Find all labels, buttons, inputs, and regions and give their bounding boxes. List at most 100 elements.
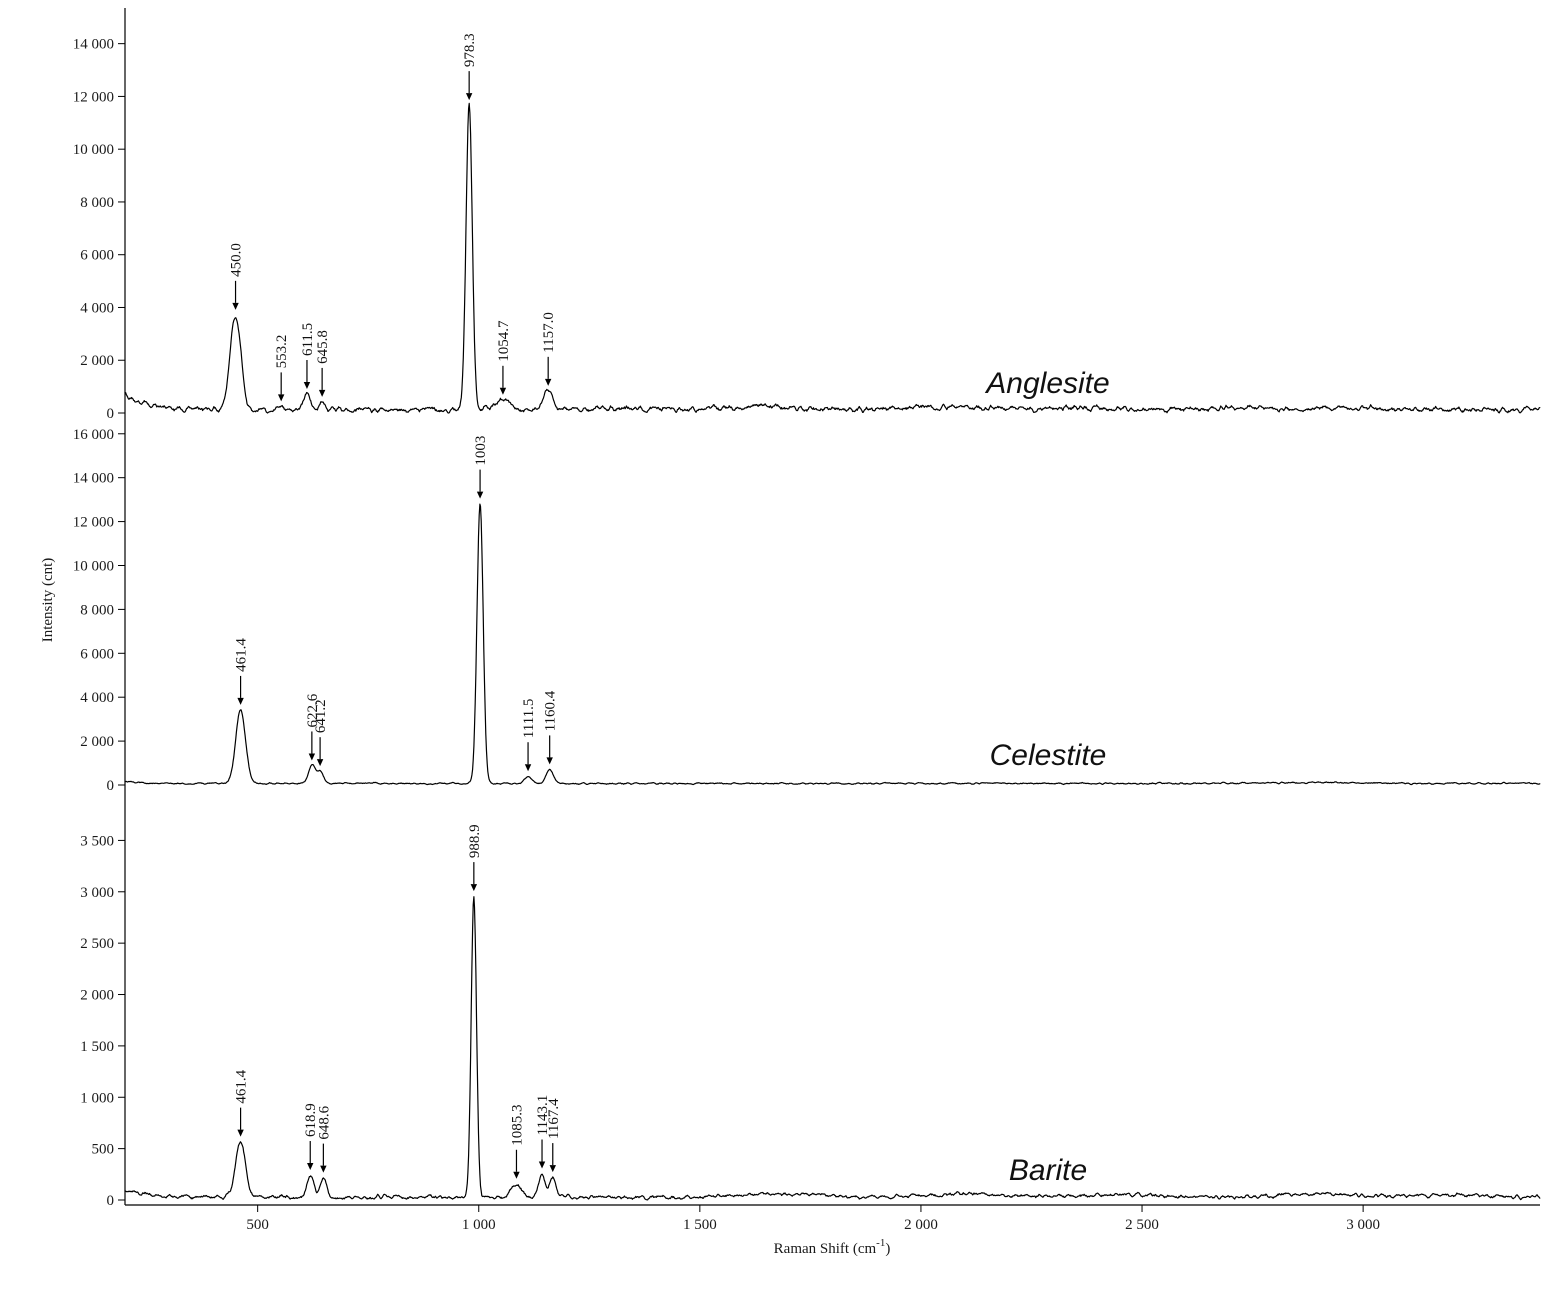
- peak-label: 988.9: [467, 824, 483, 858]
- peak-annotation: 1157.0: [541, 312, 557, 386]
- y-tick-label: 10 000: [73, 558, 114, 574]
- peak-arrowhead: [232, 302, 239, 310]
- peak-arrowhead: [307, 1163, 314, 1171]
- peak-label: 1167.4: [546, 1098, 562, 1139]
- peak-annotation: 553.2: [274, 335, 290, 402]
- peak-arrowhead: [499, 387, 507, 395]
- y-tick-label: 14 000: [73, 37, 114, 53]
- peak-annotation: 1054.7: [496, 320, 512, 395]
- x-tick-label: 1 000: [462, 1217, 496, 1233]
- peak-annotation: 618.9: [303, 1103, 319, 1171]
- y-tick-label: 12 000: [73, 515, 114, 531]
- y-tick-label: 8 000: [80, 195, 114, 211]
- y-tick-label: 1 000: [80, 1090, 114, 1106]
- peak-annotation: 978.3: [462, 33, 478, 101]
- peak-arrowhead: [308, 753, 316, 761]
- y-tick-label: 0: [107, 1193, 115, 1209]
- peak-label: 611.5: [300, 323, 316, 356]
- x-tick-label: 3 000: [1346, 1217, 1380, 1233]
- peak-arrowhead: [237, 1129, 244, 1137]
- y-tick-label: 3 500: [80, 833, 114, 849]
- y-tick-label: 16 000: [73, 427, 114, 443]
- peak-label: 978.3: [462, 33, 478, 67]
- peak-label: 641.2: [313, 699, 329, 733]
- x-tick-label: 500: [246, 1217, 269, 1233]
- spectrum-line-anglesite: [124, 102, 1541, 414]
- y-tick-label: 2 500: [80, 936, 114, 952]
- y-tick-label: 14 000: [73, 471, 114, 487]
- panel-barite: 0 500 1 000 1 500 2 000 2 500 3 000 3 500 461.4 6…: [80, 824, 1541, 1209]
- peak-annotation: 1003: [473, 436, 489, 499]
- peak-arrowhead: [476, 491, 484, 499]
- mineral-name-anglesite: Anglesite: [984, 367, 1109, 400]
- y-tick-label: 0: [107, 406, 115, 422]
- y-tick-label: 8 000: [80, 602, 114, 618]
- x-axis-title: Raman Shift (cm-1): [774, 1237, 891, 1257]
- mineral-name-barite: Barite: [1009, 1154, 1087, 1187]
- x-tick-label: 2 500: [1125, 1217, 1159, 1233]
- peak-annotation: 622.6: [305, 693, 321, 761]
- x-axis-title-close: ): [885, 1241, 890, 1257]
- peak-annotation: 1085.3: [509, 1105, 525, 1179]
- y-tick-label: 2 000: [80, 353, 114, 369]
- peak-label: 648.6: [316, 1105, 332, 1139]
- y-tick-label: 6 000: [80, 248, 114, 264]
- peak-annotation: 461.4: [234, 1069, 250, 1137]
- peak-arrowhead: [513, 1171, 520, 1179]
- peak-label: 645.8: [315, 330, 331, 364]
- peak-annotation: 641.2: [313, 699, 329, 767]
- y-tick-label: 0: [107, 778, 115, 794]
- y-axis-title: Intensity (cnt): [40, 558, 56, 643]
- peak-label: 1085.3: [509, 1105, 525, 1146]
- peak-label: 461.4: [234, 638, 250, 672]
- peak-annotation: 645.8: [315, 330, 331, 397]
- peak-annotation: 648.6: [316, 1105, 332, 1173]
- peak-arrowhead: [316, 759, 324, 767]
- y-tick-label: 2 000: [80, 734, 114, 750]
- spectrum-line-barite: [124, 896, 1541, 1201]
- x-axis-title-sup: -1: [876, 1237, 885, 1249]
- y-tick-label: 10 000: [73, 142, 114, 158]
- peak-label: 1160.4: [543, 690, 559, 731]
- peak-arrowhead: [237, 697, 244, 705]
- y-tick-label: 4 000: [80, 690, 114, 706]
- peak-label: 450.0: [229, 243, 245, 277]
- peak-arrowhead: [544, 378, 552, 386]
- panel-celestite: 0 2 000 4 000 6 000 8 000 10 000 12 000 14 000 1…: [73, 427, 1541, 794]
- peak-label: 1143.1: [535, 1095, 551, 1136]
- mineral-name-celestite: Celestite: [990, 739, 1107, 772]
- y-tick-label: 1 500: [80, 1039, 114, 1055]
- panel-anglesite: 0 2 000 4 000 6 000 8 000 10 000 12 000 14 000 4…: [73, 33, 1541, 422]
- peak-annotation: 1160.4: [543, 690, 559, 765]
- peak-label: 1054.7: [496, 320, 512, 362]
- peak-arrowhead: [546, 757, 553, 765]
- peak-annotation: 611.5: [300, 323, 316, 390]
- peak-annotation: 1111.5: [521, 699, 537, 772]
- peak-label: 1157.0: [541, 312, 557, 353]
- peak-annotation: 450.0: [229, 243, 245, 310]
- peak-label: 622.6: [305, 693, 321, 727]
- peak-arrowhead: [470, 884, 478, 892]
- peak-label: 553.2: [274, 335, 290, 369]
- peak-arrowhead: [277, 394, 285, 402]
- peak-label: 618.9: [303, 1103, 319, 1137]
- x-tick-label: 1 500: [683, 1217, 717, 1233]
- spectrum-line-celestite: [124, 503, 1541, 786]
- y-tick-label: 500: [92, 1142, 115, 1158]
- peak-annotation: 1167.4: [546, 1098, 562, 1173]
- y-tick-label: 6 000: [80, 646, 114, 662]
- peak-arrowhead: [465, 93, 473, 101]
- peak-arrowhead: [524, 764, 532, 772]
- peak-label: 1003: [473, 436, 489, 466]
- y-tick-label: 2 000: [80, 988, 114, 1004]
- peak-annotation: 1143.1: [535, 1095, 551, 1169]
- plot-area: 500 1 000 1 500 2 000 2 500 3 000 0 2 000 4 000 6…: [73, 8, 1541, 1233]
- x-tick-label: 2 000: [904, 1217, 938, 1233]
- peak-arrowhead: [320, 1165, 327, 1173]
- peak-label: 461.4: [234, 1069, 250, 1103]
- peak-arrowhead: [318, 389, 326, 397]
- y-tick-label: 12 000: [73, 89, 114, 105]
- peak-arrowhead: [538, 1161, 546, 1169]
